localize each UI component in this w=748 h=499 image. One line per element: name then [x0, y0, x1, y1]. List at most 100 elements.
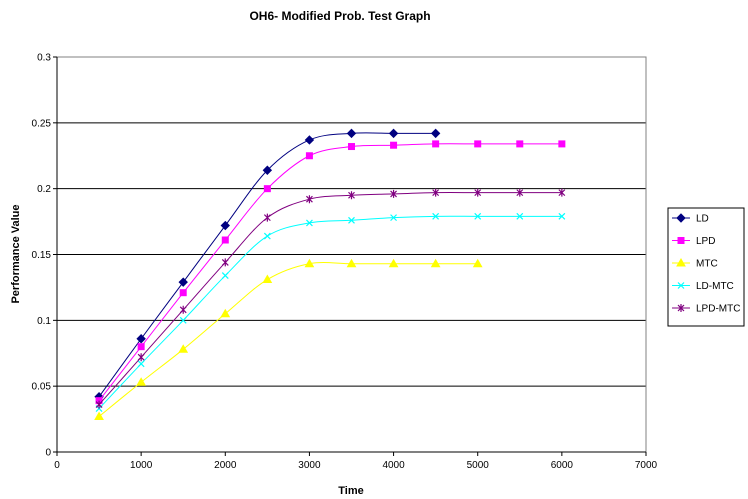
legend-marker [676, 257, 686, 267]
data-point [390, 141, 398, 149]
data-point [432, 212, 440, 220]
data-point [306, 219, 313, 227]
legend-label: LPD-MTC [696, 304, 740, 315]
data-point [304, 258, 315, 268]
data-point [474, 140, 482, 148]
data-point [178, 277, 188, 287]
data-point [94, 411, 104, 420]
x-axis-title: Time [338, 485, 363, 497]
data-point [346, 128, 357, 139]
legend-item: LD-MTC [672, 281, 734, 292]
data-point [306, 195, 313, 204]
legend-marker [676, 213, 686, 223]
x-tick-label: 0 [54, 460, 60, 471]
data-point [472, 258, 483, 268]
gridlines [57, 122, 646, 387]
data-point [262, 274, 273, 284]
series-mtc [94, 258, 483, 420]
data-point [305, 152, 313, 160]
series-line [98, 143, 562, 401]
data-point [262, 165, 273, 175]
data-point [304, 135, 315, 145]
data-point [221, 236, 229, 244]
legend-marker [677, 282, 685, 289]
data-point [558, 188, 566, 197]
data-point [516, 212, 524, 220]
chart-title: OH6- Modified Prob. Test Graph [249, 9, 430, 23]
y-tick-label: 0.05 [32, 382, 52, 393]
data-point [136, 334, 146, 344]
legend-item: LD [672, 213, 709, 225]
legend-item: LPD [672, 236, 715, 247]
y-axis-title: Performance Value [10, 204, 22, 303]
y-tick-label: 0.2 [37, 184, 51, 195]
series-ld-mtc [95, 212, 566, 412]
data-point [346, 258, 357, 268]
data-point [390, 189, 397, 198]
series-line [98, 132, 436, 397]
data-point [516, 188, 524, 197]
data-point [137, 353, 145, 362]
y-tick-label: 0.3 [37, 53, 51, 64]
data-point [136, 377, 147, 386]
data-point [221, 272, 229, 279]
series-line [98, 192, 562, 405]
data-point [430, 258, 441, 268]
series-ld [94, 128, 441, 402]
legend-label: LD-MTC [696, 281, 734, 292]
data-point [221, 258, 229, 267]
data-point [348, 216, 355, 224]
legend-item: LPD-MTC [672, 304, 740, 315]
data-point [474, 188, 482, 197]
axes: 0 0.05 0.1 0.15 0.2 0.25 0.3 0 1000 2000 3000 4000 5… [32, 53, 658, 472]
y-tick-label: 0 [45, 448, 51, 459]
legend-label: LD [696, 214, 709, 225]
data-point [263, 185, 271, 193]
data-point [95, 400, 103, 409]
x-tick-label: 7000 [635, 460, 658, 471]
data-point [430, 128, 441, 139]
y-tick-label: 0.15 [32, 250, 52, 261]
data-point [348, 143, 355, 151]
x-tick-label: 3000 [298, 460, 321, 471]
legend-marker [677, 237, 685, 244]
data-point [137, 343, 145, 351]
data-point [388, 128, 399, 139]
x-tick-label: 6000 [551, 460, 574, 471]
data-point [390, 214, 397, 222]
data-point [432, 140, 440, 148]
y-tick-label: 0.1 [37, 316, 51, 327]
data-point [178, 344, 189, 353]
data-point [137, 360, 145, 368]
data-point [474, 212, 482, 220]
legend: LD LPD MTC LD-MTC LPD-MTC [667, 207, 745, 327]
legend-label: MTC [696, 259, 718, 270]
series-lpd-mtc [95, 188, 566, 409]
x-tick-label: 4000 [382, 460, 405, 471]
data-point [388, 258, 399, 268]
series-lpd [95, 140, 566, 405]
data-point [516, 140, 524, 148]
data-point [263, 232, 271, 240]
data-point [220, 220, 230, 231]
legend-item: MTC [672, 257, 718, 270]
data-point [179, 305, 187, 314]
series-layer [94, 128, 566, 420]
series-line [98, 215, 562, 409]
data-point [558, 212, 566, 220]
series-line [98, 262, 478, 417]
legend-marker [677, 304, 685, 312]
legend-label: LPD [696, 236, 715, 247]
y-tick-label: 0.25 [32, 118, 52, 129]
data-point [432, 188, 440, 197]
legend-box [667, 207, 745, 327]
data-point [263, 213, 271, 222]
data-point [179, 316, 187, 324]
x-tick-label: 2000 [214, 460, 237, 471]
data-point [179, 289, 187, 297]
x-tick-label: 5000 [467, 460, 490, 471]
x-tick-label: 1000 [130, 460, 153, 471]
data-point [348, 191, 355, 200]
data-point [558, 140, 566, 148]
